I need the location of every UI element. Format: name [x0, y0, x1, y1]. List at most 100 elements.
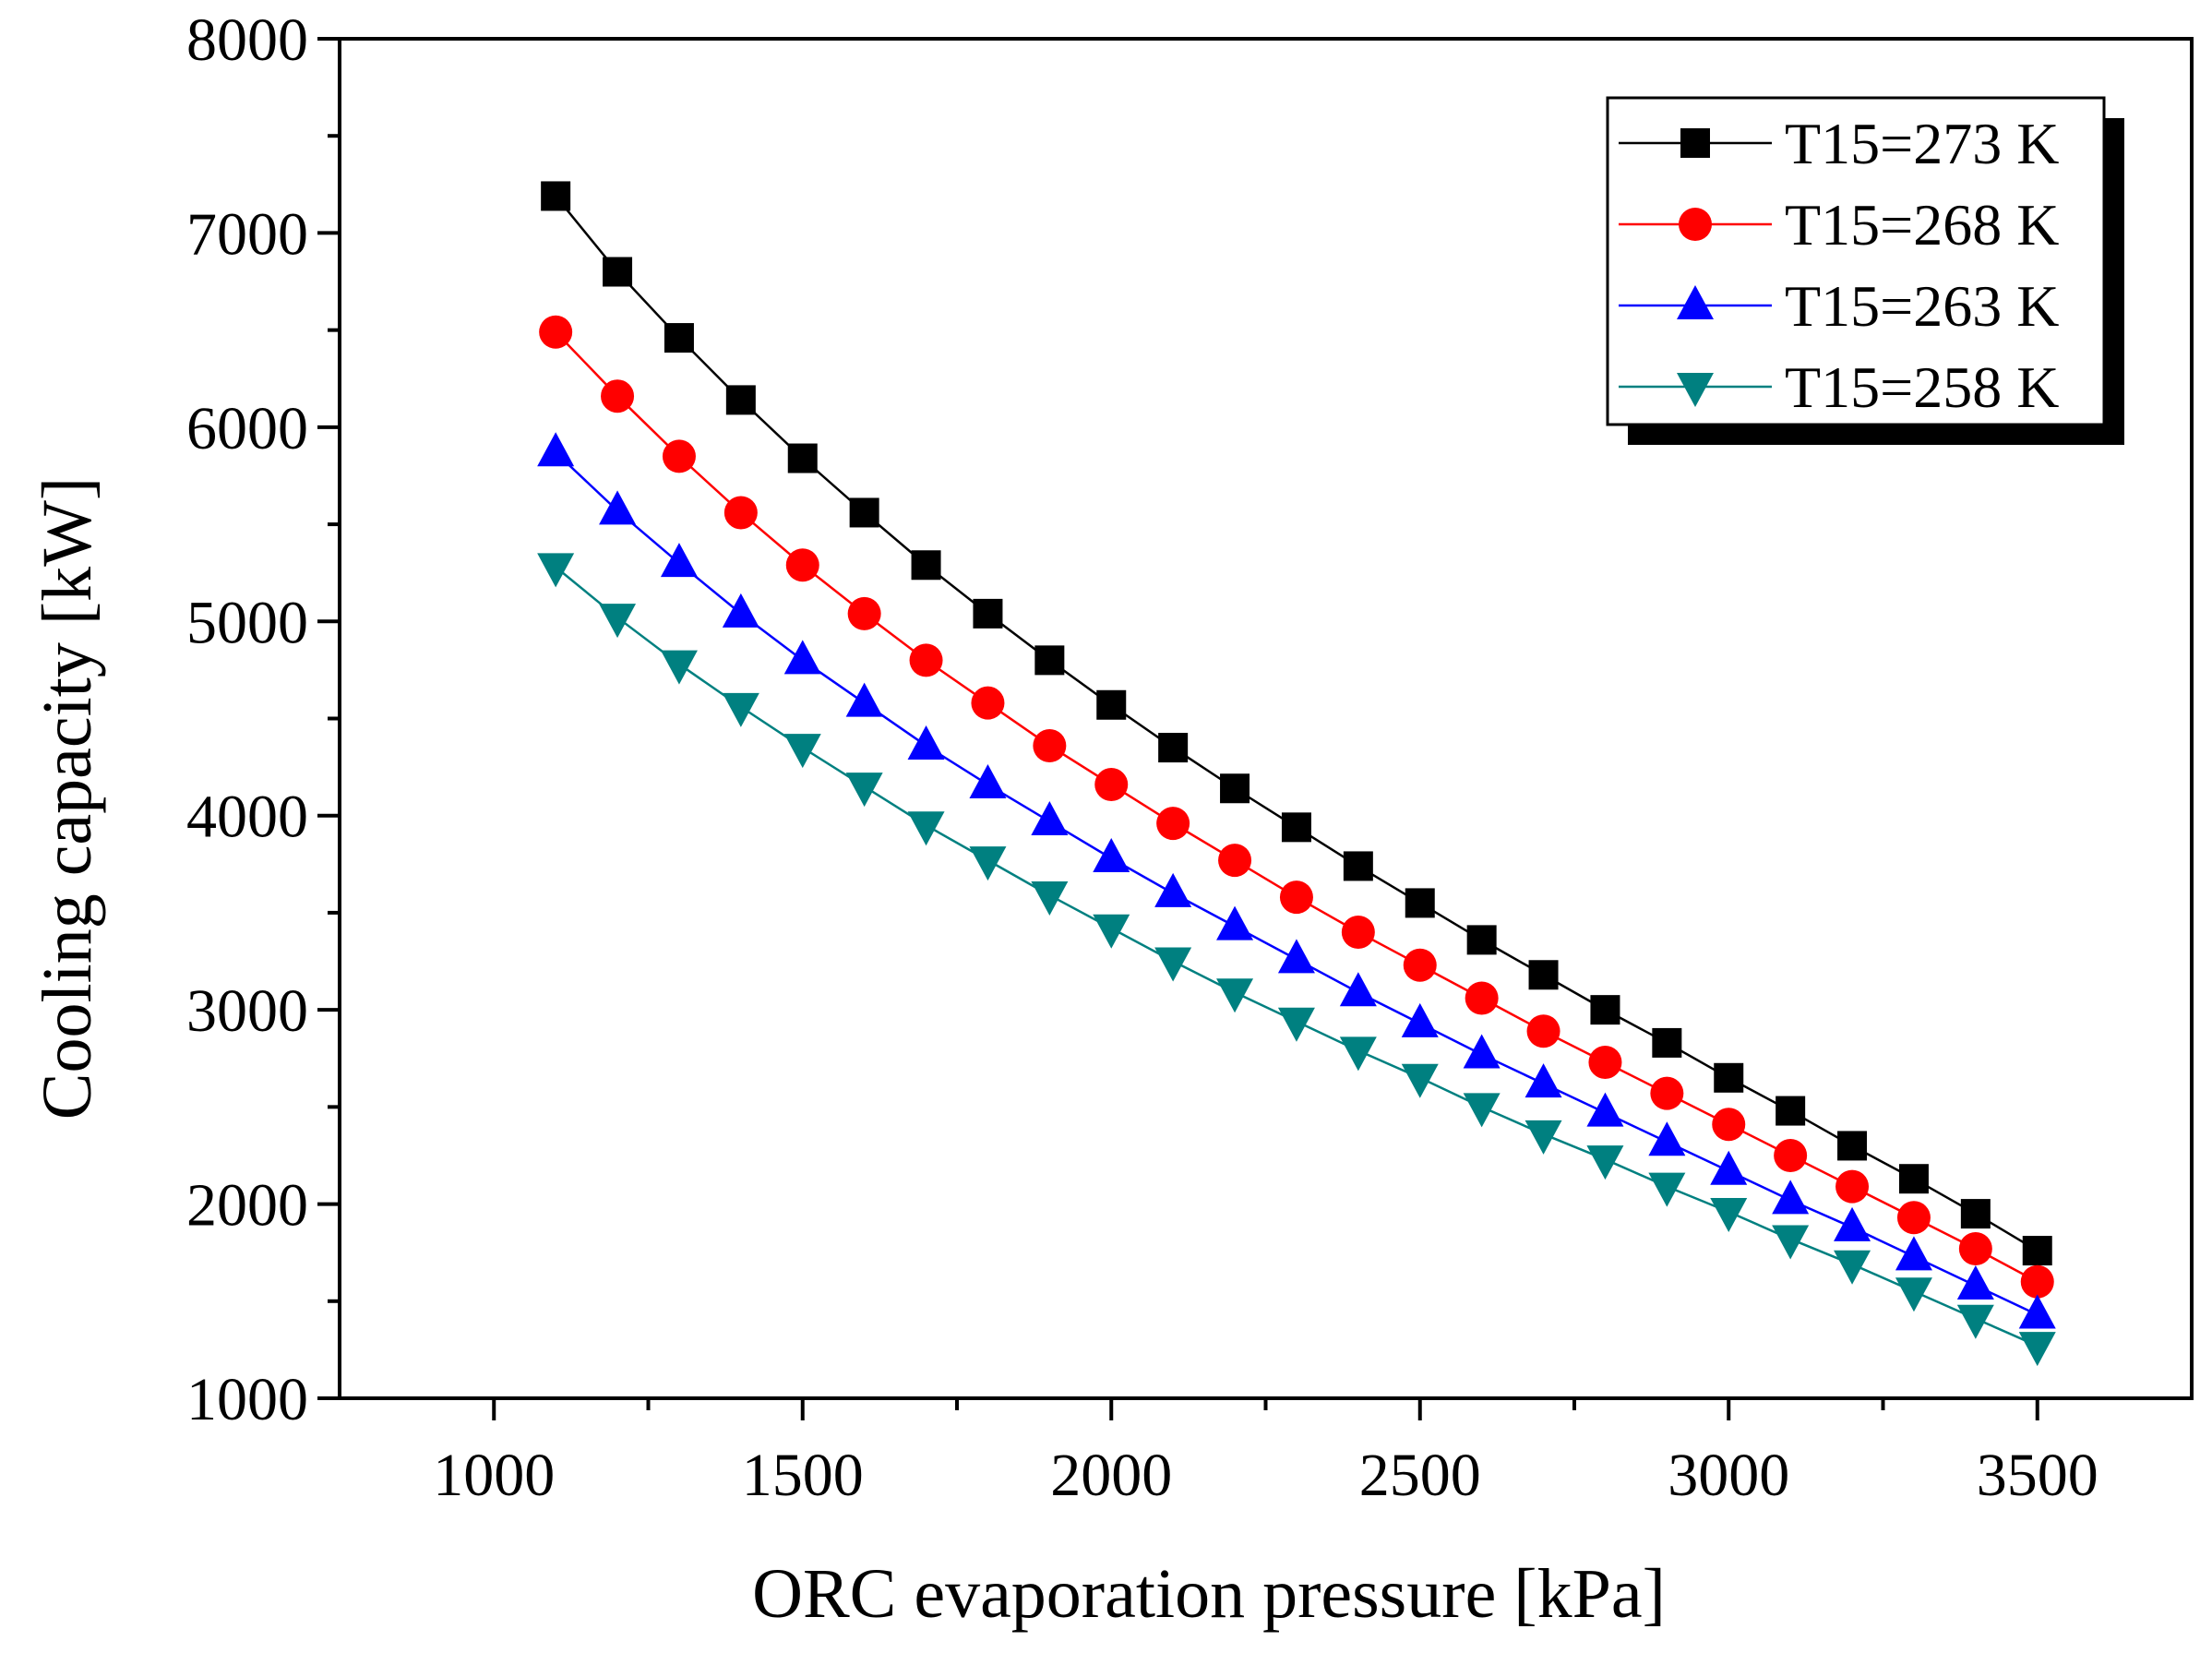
data-point	[599, 490, 637, 525]
legend-label: T15=268 K	[1785, 192, 2059, 258]
data-point	[1096, 689, 1127, 720]
x-tick-label: 1000	[433, 1442, 555, 1509]
data-point	[785, 548, 819, 582]
data-point	[537, 553, 575, 588]
data-point	[1339, 972, 1377, 1007]
data-point	[911, 550, 941, 581]
data-point	[1776, 1096, 1806, 1126]
data-point	[1586, 1145, 1624, 1180]
data-point	[1710, 1197, 1748, 1232]
x-tick-label: 3000	[1668, 1442, 1789, 1509]
y-axis-label: Cooling capacity [kW]	[29, 477, 106, 1120]
series-1	[539, 315, 2054, 1299]
data-point	[1652, 1027, 1682, 1058]
y-tick-label: 2000	[186, 1172, 308, 1240]
data-point	[783, 640, 821, 675]
data-point	[1956, 1304, 1994, 1339]
data-point	[601, 379, 635, 413]
legend-label: T15=273 K	[1785, 111, 2059, 176]
data-point	[539, 315, 573, 349]
x-axis-label: ORC evaporation pressure [kPa]	[752, 1555, 1666, 1633]
y-tick-label: 7000	[186, 200, 308, 268]
data-point	[1834, 1206, 1871, 1241]
data-point	[1154, 947, 1192, 982]
data-point	[1216, 905, 1254, 940]
data-point	[1277, 1007, 1315, 1042]
data-point	[907, 725, 945, 760]
legend-marker	[1679, 208, 1712, 241]
data-point	[599, 604, 637, 639]
data-point	[1403, 948, 1437, 982]
data-point	[1094, 768, 1129, 802]
data-point	[1895, 1236, 1932, 1271]
data-point	[1837, 1131, 1868, 1161]
data-point	[1650, 1076, 1684, 1110]
data-point	[1710, 1150, 1748, 1185]
series-3	[537, 553, 2056, 1367]
series-0	[541, 181, 2052, 1266]
data-point	[1158, 733, 1189, 763]
data-point	[847, 596, 881, 630]
data-point	[1031, 801, 1069, 836]
legend-item: T15=263 K	[1619, 273, 2059, 339]
data-point	[1588, 1045, 1622, 1079]
x-tick-label: 2000	[1050, 1442, 1172, 1509]
y-tick-label: 6000	[186, 395, 308, 462]
legend-marker	[1677, 285, 1714, 319]
legend-item: T15=273 K	[1619, 111, 2059, 176]
legend-item: T15=258 K	[1619, 354, 2059, 420]
data-point	[1093, 838, 1130, 873]
data-point	[1405, 888, 1435, 918]
data-point	[1956, 1264, 1994, 1300]
data-point	[722, 593, 759, 628]
data-point	[973, 598, 1003, 629]
series-line	[555, 330, 2039, 1283]
data-point	[1712, 1108, 1746, 1142]
x-tick-label: 2500	[1359, 1442, 1481, 1509]
data-point	[1772, 1180, 1810, 1215]
legend: T15=273 K T15=268 K T15=263 K T15=258 K	[1606, 96, 2124, 445]
y-tick-label: 8000	[186, 6, 308, 74]
legend-label: T15=258 K	[1785, 354, 2059, 420]
data-point	[1463, 1034, 1501, 1069]
data-point	[660, 543, 698, 578]
data-point	[1343, 851, 1373, 881]
data-point	[1216, 978, 1254, 1013]
legend-item: T15=268 K	[1619, 192, 2059, 258]
data-point	[1154, 872, 1192, 907]
data-point	[541, 181, 571, 211]
x-tick-label: 1500	[742, 1442, 864, 1509]
data-point	[664, 323, 694, 353]
data-point	[1218, 844, 1252, 878]
data-point	[1093, 914, 1130, 949]
data-point	[1528, 960, 1559, 990]
data-point	[662, 439, 696, 473]
data-point	[2020, 1264, 2054, 1299]
data-point	[2018, 1294, 2056, 1329]
data-point	[907, 811, 945, 846]
data-point	[722, 692, 759, 727]
data-point	[1033, 728, 1067, 762]
data-point	[1648, 1121, 1686, 1156]
data-point	[537, 432, 575, 467]
series-layer	[537, 181, 2056, 1367]
data-point	[1401, 1002, 1439, 1037]
data-point	[1466, 925, 1497, 955]
data-point	[909, 643, 943, 677]
legend-marker	[1677, 373, 1714, 407]
data-point	[1281, 812, 1311, 843]
data-point	[969, 764, 1007, 799]
data-point	[1156, 807, 1190, 841]
data-point	[1898, 1164, 1929, 1194]
data-point	[603, 257, 633, 287]
series-2	[537, 432, 2056, 1329]
data-point	[1895, 1277, 1932, 1312]
data-point	[969, 846, 1007, 881]
data-point	[1401, 1063, 1439, 1098]
data-point	[1465, 981, 1499, 1015]
data-point	[787, 443, 818, 473]
data-point	[1648, 1172, 1686, 1207]
data-point	[1835, 1169, 1870, 1204]
data-point	[1774, 1138, 1808, 1172]
data-point	[723, 496, 758, 530]
